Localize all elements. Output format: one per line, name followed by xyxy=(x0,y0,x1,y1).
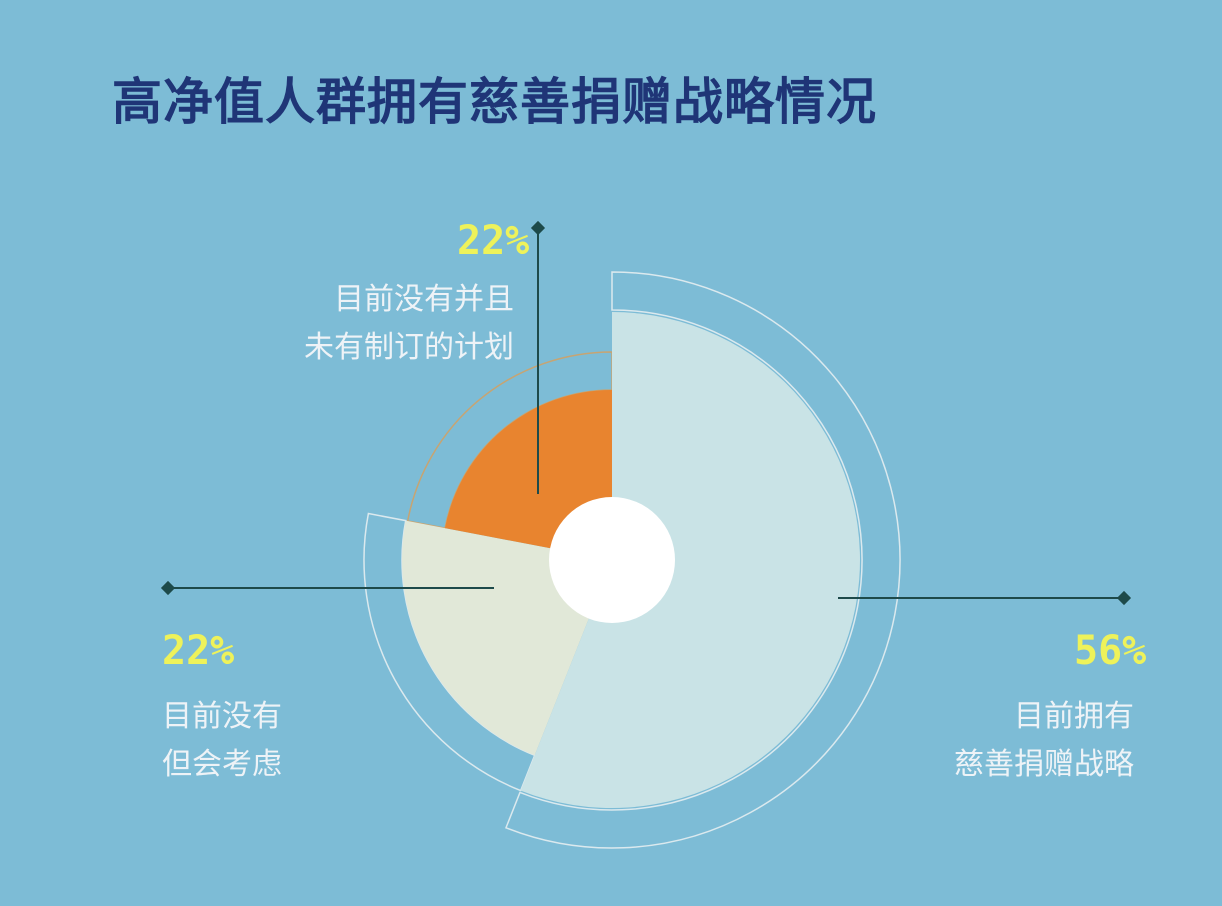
label-considering: 目前没有 但会考虑 xyxy=(162,693,282,789)
leader-marker-considering xyxy=(160,580,176,596)
label-not-planned-line-1: 目前没有并且 xyxy=(334,282,514,317)
percent-label-considering: 22% xyxy=(162,628,235,674)
label-have-strategy-line-1: 目前拥有 xyxy=(1014,699,1134,734)
label-considering-line-1: 目前没有 xyxy=(162,699,282,734)
pie-slice-have-strategy xyxy=(520,312,861,808)
leader-marker-not-planned xyxy=(530,220,546,236)
percent-label-have-strategy: 56% xyxy=(1074,628,1147,674)
label-considering-line-2: 但会考虑 xyxy=(162,747,282,782)
center-hole xyxy=(549,497,675,623)
label-have-strategy-line-2: 慈善捐赠战略 xyxy=(954,747,1134,782)
label-not-planned: 目前没有并且 未有制订的计划 xyxy=(282,276,514,372)
outline-ring-have-strategy xyxy=(505,271,901,849)
chart-title: 高净值人群拥有慈善捐赠战略情况 xyxy=(112,73,877,131)
label-not-planned-line-2: 未有制订的计划 xyxy=(304,330,514,365)
leader-marker-have-strategy xyxy=(1116,590,1132,606)
label-have-strategy: 目前拥有 慈善捐赠战略 xyxy=(900,693,1134,789)
percent-label-not-planned: 22% xyxy=(457,218,530,264)
